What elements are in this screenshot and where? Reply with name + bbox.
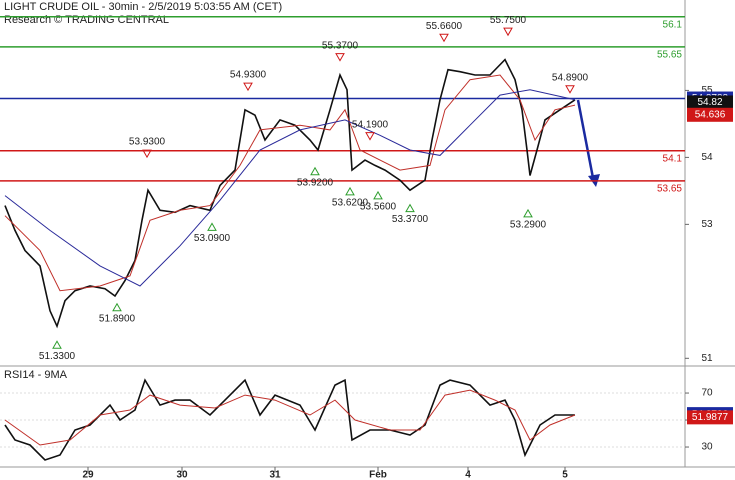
rsi-title: RSI14 - 9MA [4,369,68,381]
high-marker [565,85,575,94]
low-marker [373,190,383,200]
low-label: 53.3700 [392,214,429,225]
high-label: 53.9300 [129,137,166,148]
high-label: 55.6600 [426,21,463,32]
high-marker [439,33,449,43]
value-badge [687,95,733,110]
high-label: 55.7500 [490,15,527,26]
low-marker [207,222,217,231]
low-marker [310,166,320,176]
level-label: 55.65 [657,50,682,61]
level-label: 53.65 [657,183,682,194]
series-line [4,74,576,292]
x-tick-label: 31 [269,470,281,480]
badge-label: 54.636 [695,109,726,120]
chart-subtitle: Research © TRADING CENTRAL [4,14,169,26]
series-line [4,89,576,287]
high-marker [503,27,513,37]
series-line [4,58,576,329]
y-tick-label: 54 [701,152,713,163]
low-label: 53.0900 [194,233,231,244]
high-marker [335,53,345,62]
high-marker [243,82,253,92]
x-tick-label: 4 [465,470,471,480]
low-marker [523,208,533,218]
low-label: 51.8900 [99,313,136,324]
y-tick-label: 70 [701,388,713,399]
y-tick-label: 55 [701,85,713,96]
high-label: 54.8900 [552,72,589,83]
value-badge [687,410,733,425]
high-label: 55.3700 [322,40,359,51]
x-tick-label: 30 [176,470,188,480]
y-tick-label: 53 [701,219,713,230]
low-marker [112,302,122,312]
low-marker [405,203,415,213]
low-label: 53.6200 [332,197,369,208]
y-tick-label: 30 [701,442,713,453]
series-line [4,389,576,446]
low-label: 53.2900 [510,220,547,231]
x-tick-label: Feb [369,470,387,480]
high-label: 54.1900 [352,119,389,130]
high-marker [365,132,375,141]
value-badge [687,107,733,122]
level-label: 54.1 [663,153,683,164]
low-label: 51.3300 [39,351,76,362]
x-tick-label: 29 [82,470,94,480]
x-tick-label: 5 [562,470,568,480]
y-tick-label: 51 [701,353,713,364]
high-marker [142,149,152,159]
high-label: 54.9300 [230,70,267,81]
low-label: 53.5600 [360,201,397,212]
low-marker [52,340,62,349]
badge-label: 54.82 [697,97,722,108]
low-marker [345,186,355,196]
chart-title: LIGHT CRUDE OIL - 30min - 2/5/2019 5:03:… [4,1,282,13]
series-line [4,378,575,461]
low-label: 53.9200 [297,177,334,188]
badge-label: 51.9877 [692,412,729,423]
level-label: 56.1 [663,19,683,30]
